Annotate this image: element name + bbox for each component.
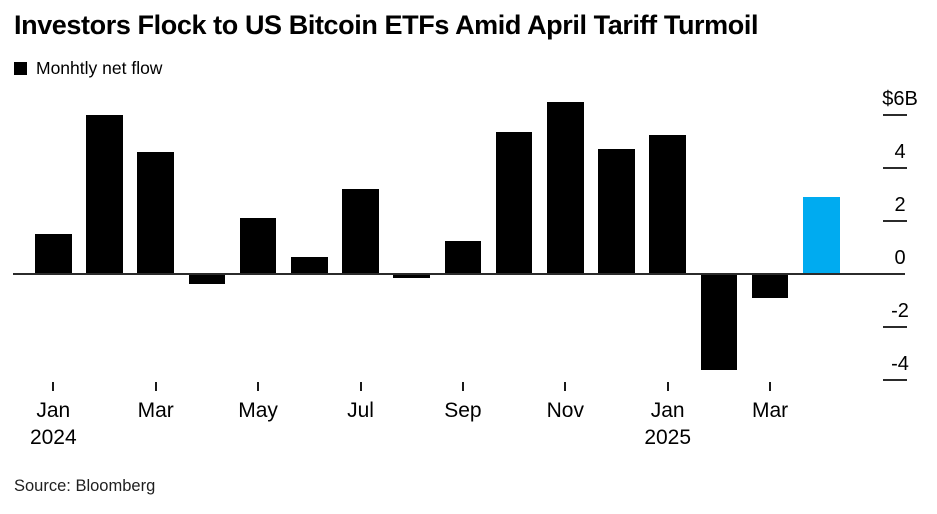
- bar-jan-2025: [649, 134, 686, 274]
- y-axis-label--2: -2: [891, 300, 909, 322]
- y-axis-tick--4: [883, 379, 907, 381]
- chart-title: Investors Flock to US Bitcoin ETFs Amid …: [14, 10, 759, 40]
- y-axis-label-4: 4: [894, 141, 906, 163]
- bar-oct-2024: [495, 132, 533, 274]
- y-axis-tick--2: [883, 326, 907, 328]
- bar-feb-2025: [700, 275, 738, 371]
- bar-apr-2024: [188, 275, 226, 285]
- source-attribution: Source: Bloomberg: [14, 477, 156, 495]
- legend-label: Monhtly net flow: [36, 58, 163, 78]
- y-axis-tick-2: [883, 220, 907, 222]
- bar-feb-2024: [86, 115, 123, 274]
- bar-mar-2025: [751, 275, 789, 298]
- zero-axis-line: [13, 273, 905, 275]
- x-axis-tick-mar-2024: [154, 382, 157, 391]
- y-axis-tick-4: [883, 167, 907, 169]
- bar-jan-2024: [35, 234, 72, 274]
- bar-jul-2024: [342, 189, 379, 274]
- bar-jun-2024: [291, 256, 328, 274]
- x-axis-month-label: Sep: [444, 399, 482, 422]
- x-axis-month-label: Jan: [36, 399, 71, 422]
- x-axis-tick-jul-2024: [359, 382, 362, 391]
- x-axis-tick-nov-2024: [564, 382, 567, 391]
- bar-aug-2024: [393, 275, 430, 278]
- bar-nov-2024: [547, 101, 584, 274]
- x-axis-tick-may-2024: [257, 382, 260, 391]
- x-axis-tick-jan-2025: [666, 382, 669, 391]
- x-axis-year-label-2024: 2024: [29, 426, 77, 449]
- x-axis-month-label: Jan: [650, 399, 685, 422]
- x-axis-tick-sep-2024: [461, 382, 464, 391]
- bar-apr-2025: [803, 197, 840, 274]
- bar-may-2024: [239, 218, 277, 274]
- x-axis-month-label: Nov: [546, 399, 584, 422]
- y-axis-label-0: 0: [894, 247, 906, 269]
- y-axis-tick-6: [883, 114, 907, 116]
- bar-mar-2024: [137, 152, 174, 274]
- x-axis-year-label-2025: 2025: [644, 426, 692, 449]
- bar-dec-2024: [598, 149, 635, 274]
- x-axis-tick-jan-2024: [52, 382, 55, 391]
- x-axis-tick-mar-2025: [769, 382, 772, 391]
- x-axis-month-label: Jul: [347, 399, 374, 422]
- x-axis-month-label: Mar: [752, 399, 789, 422]
- chart-legend: Monhtly net flow: [14, 58, 162, 79]
- y-axis-label-2: 2: [894, 194, 906, 216]
- legend-swatch-icon: [14, 62, 27, 75]
- bar-sep-2024: [444, 240, 482, 274]
- x-axis-month-label: Mar: [137, 399, 174, 422]
- y-axis-label-6: $6B: [882, 88, 918, 110]
- y-axis-label--4: -4: [891, 353, 909, 375]
- x-axis-month-label: May: [238, 399, 278, 422]
